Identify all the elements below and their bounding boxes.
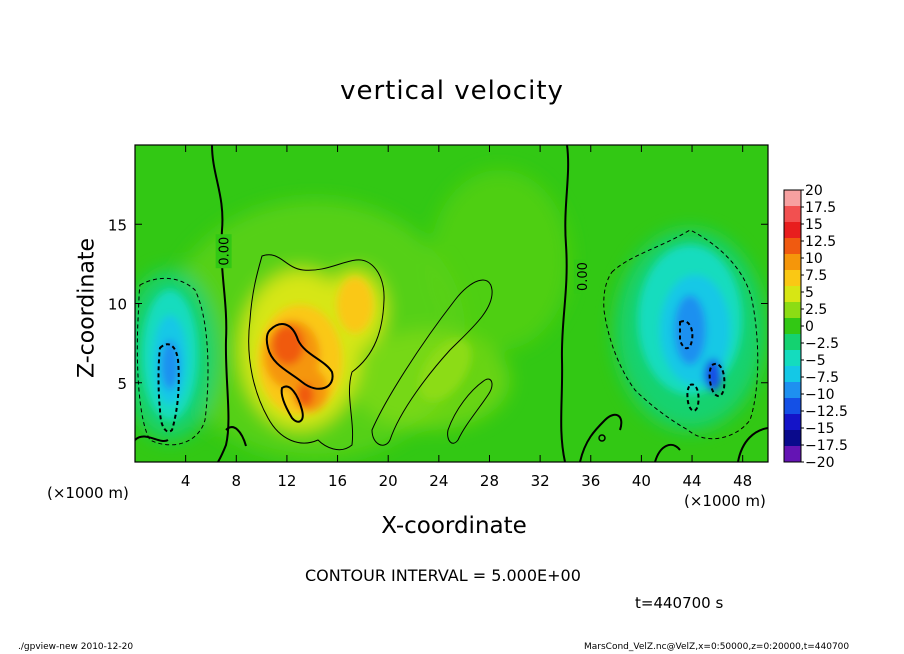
colorbar-label: 2.5 [805, 302, 827, 318]
colorbar-label: 17.5 [805, 200, 836, 216]
colorbar-swatch [784, 254, 801, 270]
colorbar-label: 7.5 [805, 268, 827, 284]
zero-contour-right [560, 145, 570, 462]
y-tick-label: 5 [117, 375, 127, 393]
footer-source: MarsCond_VelZ.nc@VelZ,x=0:50000,z=0:2000… [584, 642, 850, 652]
x-tick-label: 24 [429, 472, 448, 490]
colorbar-label: 12.5 [805, 234, 836, 250]
contour-lines [135, 145, 768, 462]
colorbar-swatch [784, 286, 801, 302]
colorbar-label: 15 [805, 217, 823, 233]
x-unit-label: (×1000 m) [684, 492, 766, 510]
colorbar-label: −20 [805, 455, 835, 471]
x-tick-label: 36 [581, 472, 600, 490]
y-axis: 5 10 15 [108, 216, 768, 393]
colorbar-label: 5 [805, 285, 814, 301]
colorbar-swatch [784, 430, 801, 446]
colorbar-swatch [784, 414, 801, 430]
colorbar-label: 0 [805, 319, 814, 335]
field-cores [142, 245, 742, 420]
y-tick-label: 15 [108, 216, 127, 234]
contour-label-gap [573, 259, 590, 294]
x-tick-label: 12 [277, 472, 296, 490]
zero-contour-left [211, 145, 230, 462]
footer-program: ./gpview-new 2010-12-20 [18, 642, 134, 652]
negative-contour-right [603, 229, 759, 440]
colorbar-label: −2.5 [805, 336, 839, 352]
negative-contour-left-core [157, 343, 180, 433]
colorbar-label: −5 [805, 353, 826, 369]
contour-label: 0.00 [576, 262, 591, 291]
x-tick-label: 40 [632, 472, 651, 490]
colorbar-label: 10 [805, 251, 823, 267]
colorbar-label: −15 [805, 421, 835, 437]
surface-contour [135, 413, 768, 462]
positive-contour-main [248, 254, 385, 451]
x-tick-label: 48 [733, 472, 752, 490]
x-tick-label: 8 [232, 472, 242, 490]
contour-label-gap [215, 234, 232, 269]
colorbar-swatch [784, 270, 801, 286]
colorbar-swatch [784, 302, 801, 318]
x-tick-label: 20 [379, 472, 398, 490]
plot-area [135, 145, 768, 462]
colorbar-swatch [784, 190, 801, 206]
colorbar-swatch [784, 366, 801, 382]
x-tick-label: 16 [328, 472, 347, 490]
colorbar-label: −10 [805, 387, 835, 403]
x-tick-label: 44 [682, 472, 701, 490]
x-axis-label: X-coordinate [381, 513, 527, 539]
contour-interval-note: CONTOUR INTERVAL = 5.000E+00 [305, 566, 581, 585]
x-tick-label: 32 [531, 472, 550, 490]
colorbar-label: −17.5 [805, 438, 848, 454]
negative-contour-left [136, 277, 209, 446]
chart-title: vertical velocity [340, 76, 564, 106]
time-stamp: t=440700 s [635, 594, 724, 612]
colorbar-swatch [784, 350, 801, 366]
y-axis-label: Z-coordinate [74, 238, 100, 378]
colorbar-swatch [784, 334, 801, 350]
colorbar-swatch [784, 446, 801, 462]
colorbar-swatch [784, 398, 801, 414]
colorbar-label: 20 [805, 183, 823, 199]
colorbar-label: −7.5 [805, 370, 839, 386]
contour-label: 0.00 [218, 237, 233, 266]
y-unit-label: (×1000 m) [47, 484, 129, 502]
colorbar-swatch [784, 206, 801, 222]
colorbar-swatch [784, 238, 801, 254]
positive-contour-lower [280, 385, 304, 423]
colorbar-swatch [784, 222, 801, 238]
colorbar: 2017.51512.5107.552.50−2.5−5−7.5−10−12.5… [783, 183, 848, 471]
colorbar-swatch [784, 318, 801, 334]
x-tick-label: 4 [181, 472, 191, 490]
colorbar-label: −12.5 [805, 404, 848, 420]
x-axis: 4 8 12 16 20 24 28 32 36 40 44 48 [181, 145, 752, 490]
positive-contour-inner [265, 323, 334, 390]
x-tick-label: 28 [480, 472, 499, 490]
negative-contour-right-core [679, 320, 726, 412]
colorbar-swatch [784, 382, 801, 398]
positive-contour-streak2 [447, 378, 493, 444]
positive-contour-streak1 [371, 279, 493, 446]
contour-labels: 0.00 0.00 [215, 234, 591, 294]
y-tick-label: 10 [108, 296, 127, 314]
